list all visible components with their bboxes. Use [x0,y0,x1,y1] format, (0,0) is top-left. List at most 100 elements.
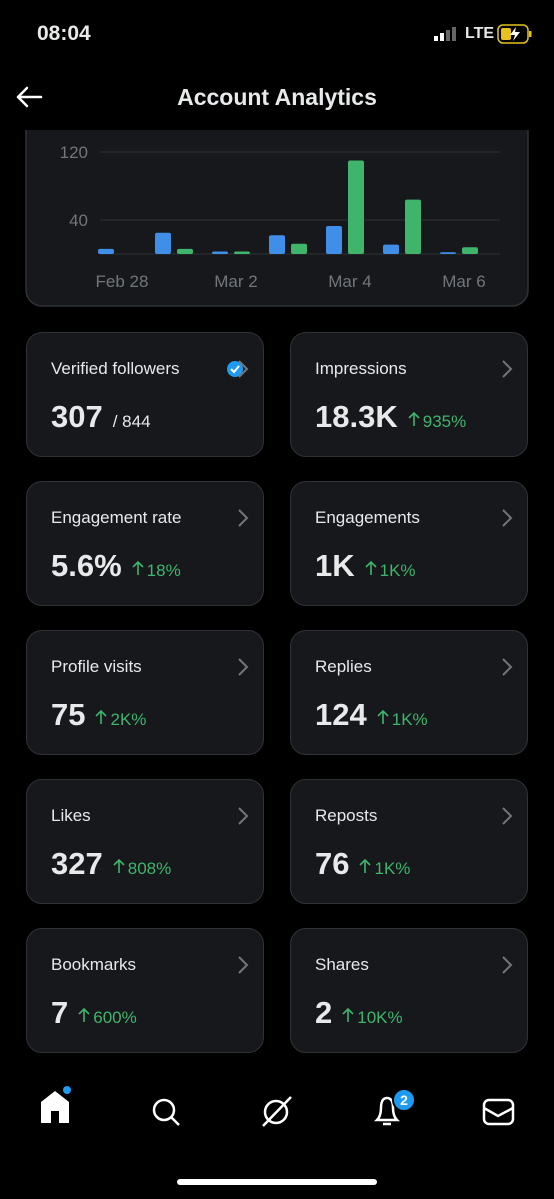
up-arrow [78,1007,90,1022]
bar [212,251,228,254]
bar [234,251,250,254]
metric-value: 75 2K% [51,697,146,733]
chevron [502,807,513,825]
metric-change-value: 18% [146,561,181,580]
x-tick-label: Mar 2 [214,272,257,291]
bar [269,235,285,254]
up-arrow [359,858,372,873]
metric-change: 1K% [365,560,416,580]
metric-card[interactable]: Profile visits 75 2K% [26,630,264,755]
nav-search[interactable] [152,1098,180,1126]
up-arrow [342,1007,354,1022]
chart-card [25,130,529,307]
metric-label: Replies [315,657,372,676]
nav-grok[interactable] [262,1096,292,1127]
nav-notifications[interactable]: 2 [373,1088,416,1126]
metric-number: 327 [51,846,103,881]
home-indicator [177,1179,377,1185]
metric-value: 327 808% [51,846,171,882]
metric-card[interactable]: Bookmarks 7 600% [26,928,264,1053]
metric-card[interactable]: Engagement rate 5.6% 18% [26,481,264,606]
nav-messages[interactable] [482,1098,515,1126]
y-tick-label: 40 [69,211,88,230]
verified-badge [227,361,243,377]
metric-label: Profile visits [51,657,142,676]
chevron [502,956,513,974]
page-title: Account Analytics [177,84,377,110]
metric-change: 1K% [359,858,411,878]
metric-card[interactable]: Replies 124 1K% [290,630,528,755]
x-tick-label: Mar 6 [442,272,485,291]
up-arrow [113,858,125,873]
signal-icon [434,27,456,41]
metric-change: 600% [78,1007,137,1027]
metric-card[interactable]: Reposts 76 1K% [290,779,528,904]
bar [462,247,478,254]
metric-change-value: 600% [93,1008,137,1027]
bottom-nav: 2 [41,1086,515,1185]
metric-label: Engagement rate [51,508,182,527]
metric-card[interactable]: Impressions 18.3K 935% [290,332,528,457]
metric-card[interactable]: Engagements 1K 1K% [290,481,528,606]
metric-number: 76 [315,846,350,881]
metric-change: 2K% [95,709,146,729]
chevron [238,658,249,676]
notification-badge: 2 [400,1092,408,1108]
metric-change: 808% [113,858,172,878]
up-arrow [365,560,377,575]
metric-label: Likes [51,806,91,825]
bar [155,232,171,254]
metric-number: 307 [51,399,103,434]
metric-change: 1K% [377,709,428,729]
y-tick-label: 120 [60,143,88,162]
metric-change: 935% [408,411,466,431]
bar [177,248,193,254]
metric-value: 307 / 844 [51,399,151,435]
metric-value: 124 1K% [315,697,428,733]
metric-label: Engagements [315,508,420,527]
metric-card[interactable]: Shares 2 10K% [290,928,528,1053]
metric-change: 10K% [342,1007,403,1027]
status-time: 08:04 [37,22,91,45]
metric-change: 18% [132,560,181,580]
chevron [238,509,249,527]
bar [383,244,399,254]
metric-value: 2 10K% [315,995,403,1031]
chevron [238,956,249,974]
up-arrow [408,411,420,426]
chevron [238,360,249,378]
up-arrow [132,560,144,575]
metric-change-value: 1K% [379,561,416,580]
metric-number: 5.6% [51,548,122,583]
metric-change-value: 10K% [357,1008,403,1027]
metric-label: Impressions [315,359,407,378]
metric-label: Bookmarks [51,955,137,974]
metric-label: Verified followers [51,359,251,379]
bar [291,243,307,254]
bar [440,252,456,254]
metric-label: Reposts [315,806,378,825]
metric-value: 1K 1K% [315,548,416,584]
chevron [502,658,513,676]
metric-card[interactable]: Verified followers 307 / 844 [26,332,264,457]
up-arrow [377,709,389,724]
nav-home[interactable] [41,1086,71,1123]
metric-value: 76 1K% [315,846,410,882]
metric-number: 18.3K [315,399,398,434]
x-tick-label: Mar 4 [328,272,371,291]
bar [98,248,114,254]
metric-card[interactable]: Likes 327 808% [26,779,264,904]
metric-change-value: 1K% [391,710,428,729]
metric-value: 18.3K 935% [315,399,466,435]
metric-number: 75 [51,697,86,732]
back-button[interactable] [14,84,46,112]
metric-label: Shares [315,955,369,974]
metric-change-value: 808% [127,859,172,878]
metric-value: 5.6% 18% [51,548,181,584]
battery-icon [497,24,532,44]
bar [326,225,342,254]
chevron [238,807,249,825]
chart: 40 120 Feb 28 Mar 2 Mar 4 Mar 6 [25,130,529,307]
metric-change-value: 1K% [374,859,411,878]
